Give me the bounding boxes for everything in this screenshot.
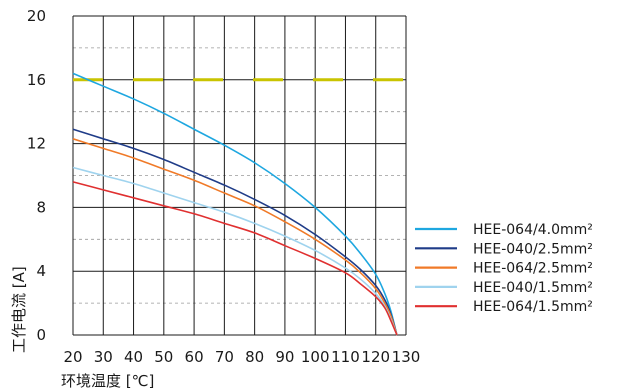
x-tick-label: 120 bbox=[361, 348, 390, 366]
x-tick-label: 110 bbox=[331, 348, 360, 366]
x-tick-label: 50 bbox=[154, 348, 173, 366]
x-tick-label: 70 bbox=[215, 348, 234, 366]
y-tick-label: 20 bbox=[27, 7, 46, 25]
x-tick-label: 60 bbox=[185, 348, 204, 366]
axis-layer: 0 4 8 12 16 20 20 30 40 50 60 70 80 90 100 110 120 130 bbox=[27, 7, 420, 366]
series-line-3 bbox=[72, 166, 398, 336]
x-tick-label: 100 bbox=[301, 348, 330, 366]
series-line-1 bbox=[72, 128, 398, 336]
x-tick-label: 40 bbox=[124, 348, 143, 366]
x-tick-label: 80 bbox=[245, 348, 264, 366]
legend-label-1: HEE-040/2.5mm² bbox=[473, 241, 593, 257]
legend-label-2: HEE-064/2.5mm² bbox=[473, 261, 593, 277]
x-tick-label: 90 bbox=[275, 348, 294, 366]
y-tick-label: 8 bbox=[36, 198, 46, 216]
y-tick-label: 12 bbox=[27, 135, 46, 153]
y-axis-title: 工作电流 [A] bbox=[10, 266, 28, 353]
legend: HEE-064/4.0mm² HEE-040/2.5mm² HEE-064/2.5m… bbox=[415, 222, 593, 315]
grid bbox=[72, 15, 407, 336]
legend-label-0: HEE-064/4.0mm² bbox=[473, 222, 593, 238]
x-tick-label: 30 bbox=[94, 348, 113, 366]
x-tick-label: 20 bbox=[63, 348, 82, 366]
x-axis-title: 环境温度 [℃] bbox=[61, 372, 154, 390]
y-tick-label: 4 bbox=[36, 262, 46, 280]
x-tick-label: 130 bbox=[392, 348, 421, 366]
legend-label-4: HEE-064/1.5mm² bbox=[473, 299, 593, 315]
series-layer bbox=[72, 72, 398, 336]
series-line-4 bbox=[72, 181, 398, 336]
series-line-2 bbox=[72, 138, 398, 336]
y-tick-label: 0 bbox=[36, 326, 46, 344]
series-line-0 bbox=[72, 72, 398, 336]
y-tick-label: 16 bbox=[27, 71, 46, 89]
legend-label-3: HEE-040/1.5mm² bbox=[473, 280, 593, 296]
